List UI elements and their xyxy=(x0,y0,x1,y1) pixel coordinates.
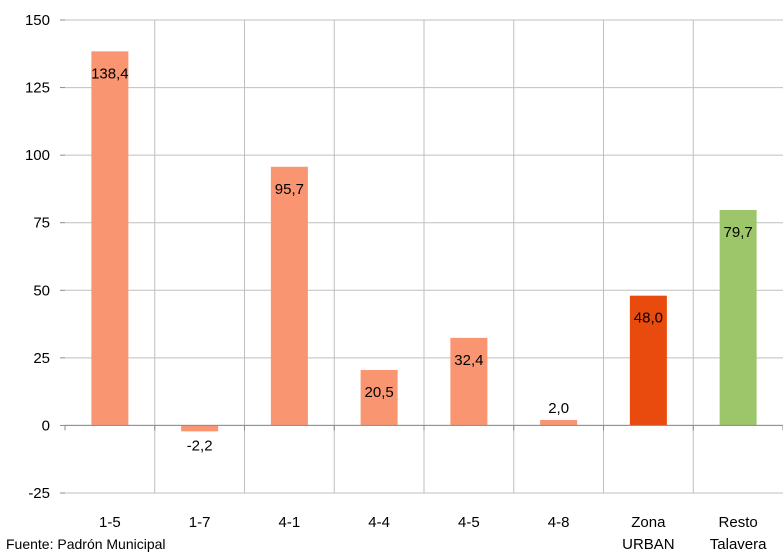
axes xyxy=(60,19,783,494)
bar xyxy=(450,337,488,426)
data-label: -2,2 xyxy=(187,437,213,454)
labels: -25 0 25 50 75 100 125 150 138,4 1-5 -2,2 1-7 95,7 4-… xyxy=(25,12,767,553)
x-tick-label: 4-4 xyxy=(368,514,390,531)
bar xyxy=(91,51,129,426)
data-label: 48,0 xyxy=(634,310,663,327)
x-tick-label: Zona xyxy=(631,514,666,531)
bar xyxy=(540,420,578,426)
bar xyxy=(270,166,308,426)
data-label: 95,7 xyxy=(275,181,304,198)
y-tick-label: 25 xyxy=(33,350,50,367)
bar xyxy=(360,370,398,426)
data-label: 2,0 xyxy=(548,400,569,417)
x-tick-label: Talavera xyxy=(710,536,767,553)
y-tick-label: 50 xyxy=(33,282,50,299)
x-tick-label: 4-8 xyxy=(548,514,570,531)
bar xyxy=(181,425,219,432)
y-tick-label: 0 xyxy=(42,417,50,434)
x-tick-label: 4-5 xyxy=(458,514,480,531)
bar xyxy=(629,295,667,426)
gridlines xyxy=(65,19,783,494)
data-label: 32,4 xyxy=(454,352,483,369)
x-tick-label: Resto xyxy=(719,514,758,531)
y-tick-label: 75 xyxy=(33,215,50,232)
y-tick-label: 100 xyxy=(25,147,50,164)
y-tick-label: 150 xyxy=(25,12,50,29)
data-label: 20,5 xyxy=(365,384,394,401)
y-tick-label: -25 xyxy=(28,485,50,502)
bars xyxy=(91,51,757,432)
x-tick-label: 4-1 xyxy=(279,514,301,531)
y-tick-label: 125 xyxy=(25,80,50,97)
x-tick-label: 1-7 xyxy=(189,514,211,531)
data-label: 79,7 xyxy=(724,224,753,241)
bar xyxy=(719,210,757,426)
x-tick-label: 1-5 xyxy=(99,514,121,531)
data-label: 138,4 xyxy=(91,65,129,82)
x-tick-label: URBAN xyxy=(622,536,675,553)
source-note: Fuente: Padrón Municipal xyxy=(6,536,166,552)
